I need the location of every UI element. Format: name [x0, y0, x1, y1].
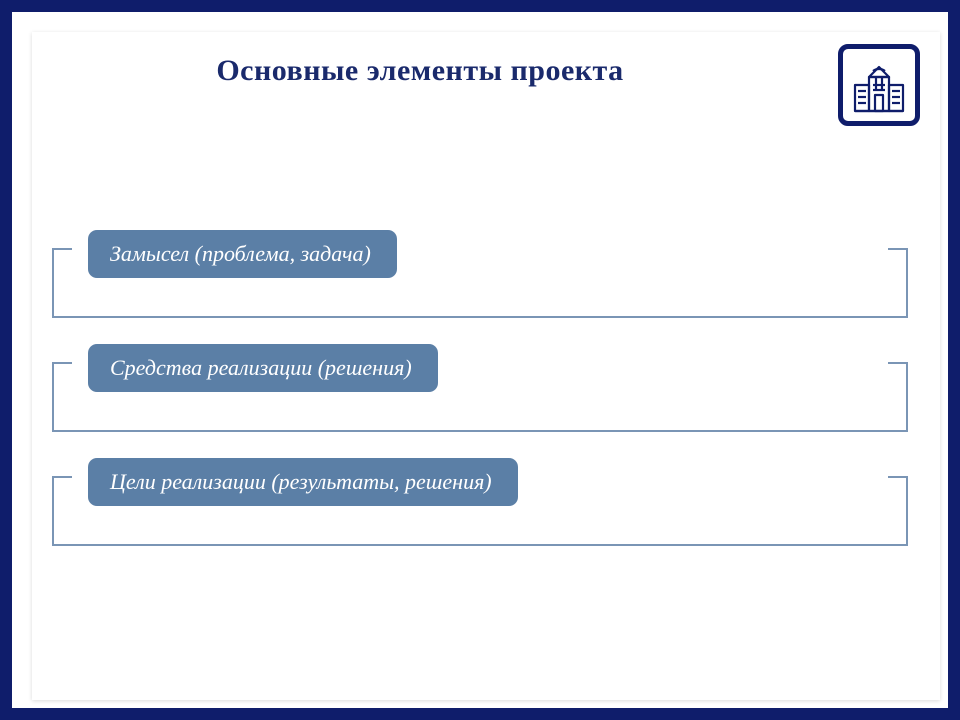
logo-box	[838, 44, 920, 126]
slide-title: Основные элементы проекта	[80, 54, 760, 88]
elements-list: Замысел (проблема, задача) Средства реал…	[52, 230, 908, 572]
element-item: Цели реализации (результаты, решения)	[52, 458, 908, 546]
element-label: Замысел (проблема, задача)	[110, 241, 371, 267]
element-label: Цели реализации (результаты, решения)	[110, 469, 492, 495]
element-item: Замысел (проблема, задача)	[52, 230, 908, 318]
building-icon	[849, 55, 909, 115]
element-pill: Замысел (проблема, задача)	[88, 230, 397, 278]
element-pill: Цели реализации (результаты, решения)	[88, 458, 518, 506]
element-pill: Средства реализации (решения)	[88, 344, 438, 392]
element-item: Средства реализации (решения)	[52, 344, 908, 432]
element-label: Средства реализации (решения)	[110, 355, 412, 381]
